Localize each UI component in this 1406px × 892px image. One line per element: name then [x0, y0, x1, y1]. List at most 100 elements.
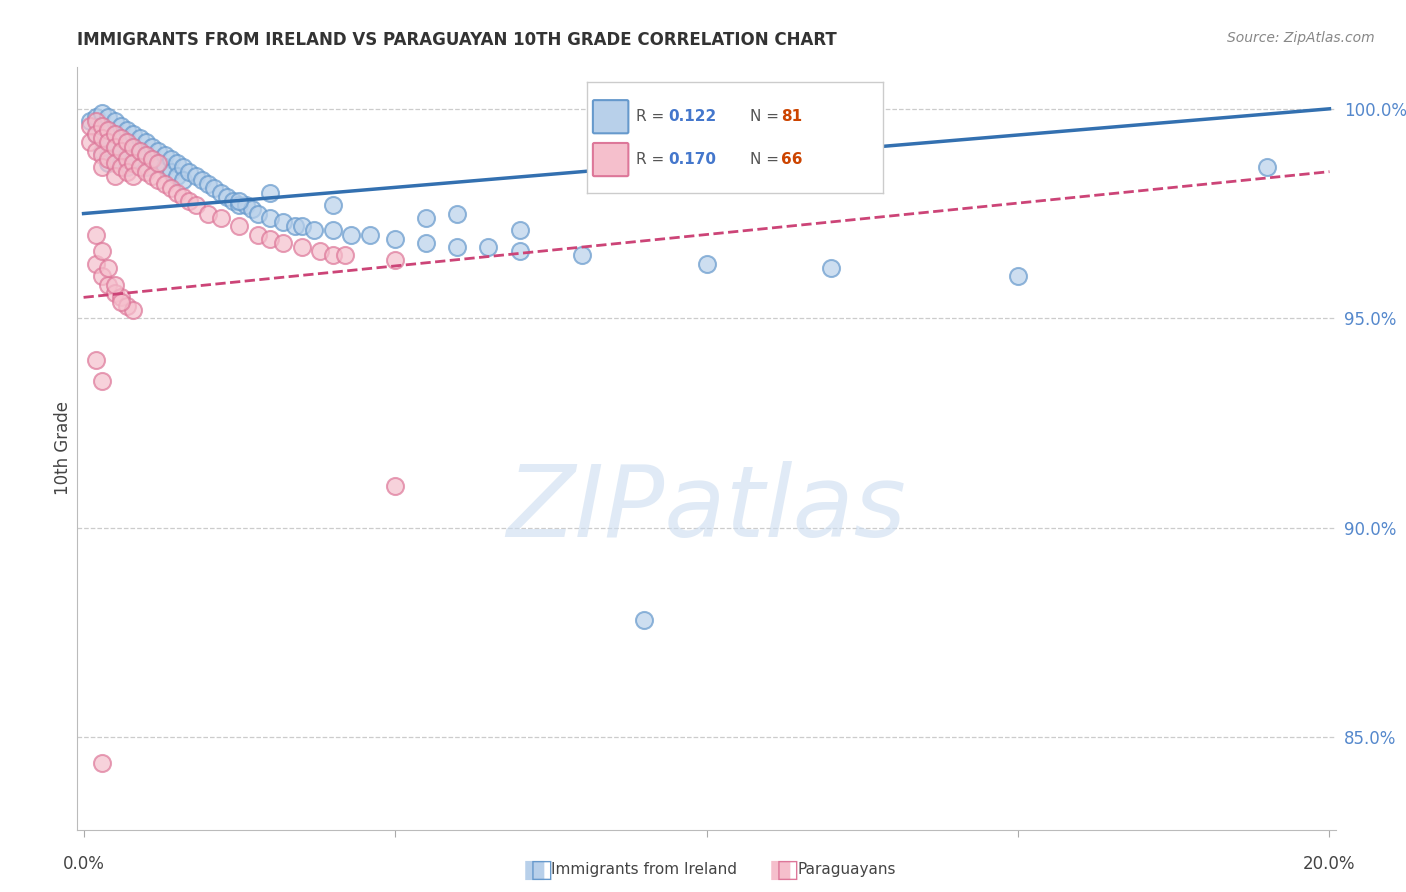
Point [240, 202, 263, 217]
Point [228, 194, 250, 208]
Point [184, 198, 207, 212]
Point [184, 169, 207, 183]
Text: □: □ [530, 858, 553, 881]
Point [122, 127, 145, 141]
Point [322, 248, 344, 262]
Point [202, 181, 225, 195]
Point [97, 277, 120, 292]
Point [259, 232, 281, 246]
Point [335, 248, 357, 262]
Point [91, 374, 114, 388]
Point [91, 148, 114, 162]
Point [477, 240, 499, 254]
Point [322, 223, 344, 237]
Point [197, 206, 219, 220]
Point [384, 252, 406, 267]
Text: □: □ [776, 858, 799, 881]
Point [115, 136, 138, 150]
Point [415, 235, 437, 250]
Y-axis label: 10th Grade: 10th Grade [53, 401, 72, 495]
Point [79, 114, 101, 128]
Point [197, 178, 219, 192]
Point [91, 131, 114, 145]
Point [110, 161, 132, 175]
Point [172, 161, 194, 175]
Point [291, 240, 314, 254]
Point [97, 156, 120, 170]
Point [115, 122, 138, 136]
Point [97, 260, 120, 275]
Point [115, 148, 138, 162]
Point [115, 299, 138, 313]
Point [128, 144, 150, 158]
Point [110, 290, 132, 304]
Point [110, 119, 132, 133]
Point [166, 169, 188, 183]
Text: Source: ZipAtlas.com: Source: ZipAtlas.com [1227, 31, 1375, 45]
Point [309, 244, 332, 259]
Point [166, 186, 188, 200]
Point [179, 164, 201, 178]
Point [110, 144, 132, 158]
Point [84, 127, 107, 141]
Point [322, 198, 344, 212]
Point [122, 302, 145, 317]
Point [135, 136, 157, 150]
Point [91, 244, 114, 259]
Point [91, 269, 114, 284]
Text: ■: ■ [769, 858, 792, 881]
Point [104, 127, 127, 141]
Point [79, 119, 101, 133]
Point [115, 164, 138, 178]
Point [104, 156, 127, 170]
Point [115, 161, 138, 175]
Point [148, 173, 170, 187]
Point [110, 131, 132, 145]
Point [104, 139, 127, 153]
Point [104, 286, 127, 301]
Point [446, 206, 468, 220]
Point [84, 227, 107, 242]
Point [122, 139, 145, 153]
Text: ■: ■ [523, 858, 546, 881]
Point [110, 156, 132, 170]
Point [104, 114, 127, 128]
Point [215, 190, 238, 204]
Point [1256, 161, 1278, 175]
Point [446, 240, 468, 254]
Point [284, 219, 307, 234]
Point [115, 152, 138, 166]
Point [84, 110, 107, 124]
Point [153, 161, 176, 175]
Text: ZIPatlas: ZIPatlas [506, 461, 907, 558]
Point [91, 119, 114, 133]
Point [128, 144, 150, 158]
Point [166, 156, 188, 170]
Point [91, 106, 114, 120]
Point [179, 194, 201, 208]
Point [110, 131, 132, 145]
Text: Paraguayans: Paraguayans [797, 863, 896, 877]
Point [104, 277, 127, 292]
Point [209, 211, 232, 225]
Point [291, 219, 314, 234]
Text: IMMIGRANTS FROM IRELAND VS PARAGUAYAN 10TH GRADE CORRELATION CHART: IMMIGRANTS FROM IRELAND VS PARAGUAYAN 10… [77, 31, 837, 49]
Point [110, 294, 132, 309]
Point [509, 223, 531, 237]
Point [820, 260, 842, 275]
Point [571, 248, 593, 262]
Point [246, 227, 269, 242]
Point [141, 169, 163, 183]
Point [148, 156, 170, 170]
Point [84, 114, 107, 128]
Point [696, 257, 718, 271]
Point [271, 235, 294, 250]
Point [159, 152, 181, 166]
Point [159, 181, 181, 195]
Point [509, 244, 531, 259]
Text: 20.0%: 20.0% [1303, 855, 1355, 872]
Point [135, 161, 157, 175]
Point [97, 136, 120, 150]
Point [97, 110, 120, 124]
Point [122, 156, 145, 170]
